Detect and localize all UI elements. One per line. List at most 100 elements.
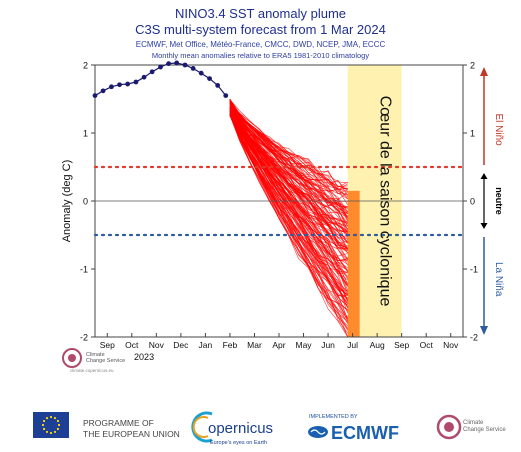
ecmwf-text: ECMWF bbox=[331, 423, 399, 443]
season-start-band bbox=[347, 190, 360, 337]
forecast-member-line bbox=[229, 115, 348, 327]
eu-programme-text: PROGRAMME OF THE EUROPEAN UNION bbox=[83, 418, 180, 440]
c3s-logo-line2: Change Service bbox=[463, 427, 506, 433]
ecmwf-logo: IMPLEMENTED BY ECMWF bbox=[308, 414, 399, 443]
x-tick-label: Jul bbox=[347, 340, 358, 350]
forecast-member-line bbox=[229, 112, 348, 252]
observed-point bbox=[149, 69, 155, 75]
eu-star bbox=[49, 415, 53, 419]
y-axis-label: Anomaly (deg C) bbox=[61, 160, 73, 243]
x-tick-label: Oct bbox=[420, 340, 434, 350]
season-label: Cœur de la saison cyclonique bbox=[377, 96, 394, 307]
eu-star bbox=[53, 430, 57, 434]
observed-point bbox=[207, 76, 212, 81]
x-tick-label: Sep bbox=[100, 340, 115, 350]
neutral-label: neutre bbox=[494, 187, 504, 215]
eu-star bbox=[45, 430, 49, 434]
y-tick-label: 1 bbox=[83, 129, 88, 139]
observed-point bbox=[100, 88, 106, 94]
axis-ticks: -2 -2 -1 -1 0 0 1 1 2 2 Sep Oct Nov Dec Jan Feb Mar Apr Ma… bbox=[80, 61, 478, 351]
y-tick-label: -2 bbox=[80, 333, 88, 343]
observed-point bbox=[182, 62, 188, 68]
inner-logo-line1: Climate bbox=[86, 352, 105, 358]
copernicus-tagline: Europe's eyes on Earth bbox=[210, 440, 267, 446]
eu-star bbox=[49, 431, 53, 435]
la-nina-label: La Niña bbox=[493, 262, 504, 297]
forecast-member-line bbox=[229, 105, 348, 198]
year-label: 2023 bbox=[134, 352, 154, 362]
eu-star bbox=[42, 419, 46, 423]
forecast-member-line bbox=[229, 111, 348, 265]
inner-logo-url: climate.copernicus.eu bbox=[70, 368, 114, 373]
forecast-member-line bbox=[229, 104, 348, 244]
forecast-member-line bbox=[229, 114, 348, 318]
observed-points bbox=[92, 60, 229, 98]
observed-point bbox=[125, 81, 131, 87]
observed-point bbox=[141, 74, 147, 80]
inner-c3s-logo: Climate Change Service climate.copernicu… bbox=[62, 348, 125, 373]
eu-line-1: PROGRAMME OF bbox=[83, 418, 154, 428]
y-tick-label: 0 bbox=[83, 197, 88, 207]
right-indicator bbox=[480, 67, 488, 335]
y-tick-label-right: 1 bbox=[470, 129, 475, 139]
eu-star bbox=[45, 416, 49, 420]
x-tick-label: Apr bbox=[272, 340, 285, 350]
observed-point bbox=[158, 64, 163, 70]
y-tick-label: -1 bbox=[80, 265, 88, 275]
y-tick-label-right: 2 bbox=[470, 61, 475, 71]
observed-point bbox=[133, 79, 139, 85]
observed-point bbox=[117, 82, 122, 88]
observed-point bbox=[92, 93, 98, 98]
y-tick-label: 2 bbox=[83, 61, 88, 71]
el-nino-label: El Niño bbox=[493, 113, 504, 146]
c3s-logo-line1: Climate bbox=[463, 420, 484, 426]
chart-title: NINO3.4 SST anomaly plume bbox=[175, 6, 346, 21]
observed-point bbox=[174, 60, 180, 66]
y-tick-label-right: -1 bbox=[470, 265, 478, 275]
x-tick-label: May bbox=[296, 340, 313, 350]
eu-star bbox=[41, 423, 45, 427]
eu-star bbox=[57, 423, 61, 427]
observed-point bbox=[166, 61, 172, 67]
forecast-member-line bbox=[229, 114, 348, 250]
x-tick-label: Jan bbox=[199, 340, 213, 350]
inner-logo-line2: Change Service bbox=[86, 358, 125, 364]
forecast-member-line bbox=[229, 101, 348, 301]
sources-line: ECMWF, Met Office, Météo-France, CMCC, D… bbox=[135, 40, 386, 49]
x-tick-label: Nov bbox=[443, 340, 459, 350]
forecast-member-line bbox=[229, 112, 348, 305]
x-tick-label: Oct bbox=[125, 340, 139, 350]
eu-star bbox=[56, 419, 60, 423]
forecast-member-line bbox=[229, 99, 348, 296]
forecast-member-line bbox=[229, 101, 348, 208]
eu-star bbox=[56, 427, 60, 431]
observed-point bbox=[198, 70, 204, 76]
x-tick-label: Aug bbox=[370, 340, 385, 350]
x-tick-label: Jun bbox=[321, 340, 335, 350]
observed-point bbox=[223, 93, 229, 98]
eu-star bbox=[53, 416, 57, 420]
forecast-plume bbox=[229, 98, 360, 338]
y-tick-label-right: 0 bbox=[470, 197, 475, 207]
chart-subtitle: C3S multi-system forecast from 1 Mar 202… bbox=[135, 22, 386, 37]
forecast-member-line bbox=[229, 107, 348, 188]
el-nino-arrow-head bbox=[480, 67, 488, 76]
x-tick-label: Mar bbox=[247, 340, 262, 350]
c3s-footer-logo: Climate Change Service bbox=[436, 414, 506, 440]
observed-point bbox=[215, 83, 221, 88]
copernicus-text: opernicus bbox=[208, 420, 273, 437]
ecmwf-implemented-by: IMPLEMENTED BY bbox=[309, 414, 358, 420]
x-tick-label: Nov bbox=[149, 340, 165, 350]
forecast-member-line bbox=[229, 113, 348, 201]
forecast-member-line bbox=[229, 108, 348, 250]
observed-point bbox=[109, 84, 114, 90]
neutral-arrow-down bbox=[480, 223, 488, 229]
x-tick-label: Sep bbox=[394, 340, 409, 350]
neutral-arrow-up bbox=[480, 173, 488, 179]
y-tick-label-right: -2 bbox=[470, 333, 478, 343]
observed-point bbox=[190, 66, 196, 71]
eu-star bbox=[42, 427, 46, 431]
baseline-line: Monthly mean anomalies relative to ERA5 … bbox=[151, 51, 370, 60]
x-tick-label: Dec bbox=[173, 340, 189, 350]
